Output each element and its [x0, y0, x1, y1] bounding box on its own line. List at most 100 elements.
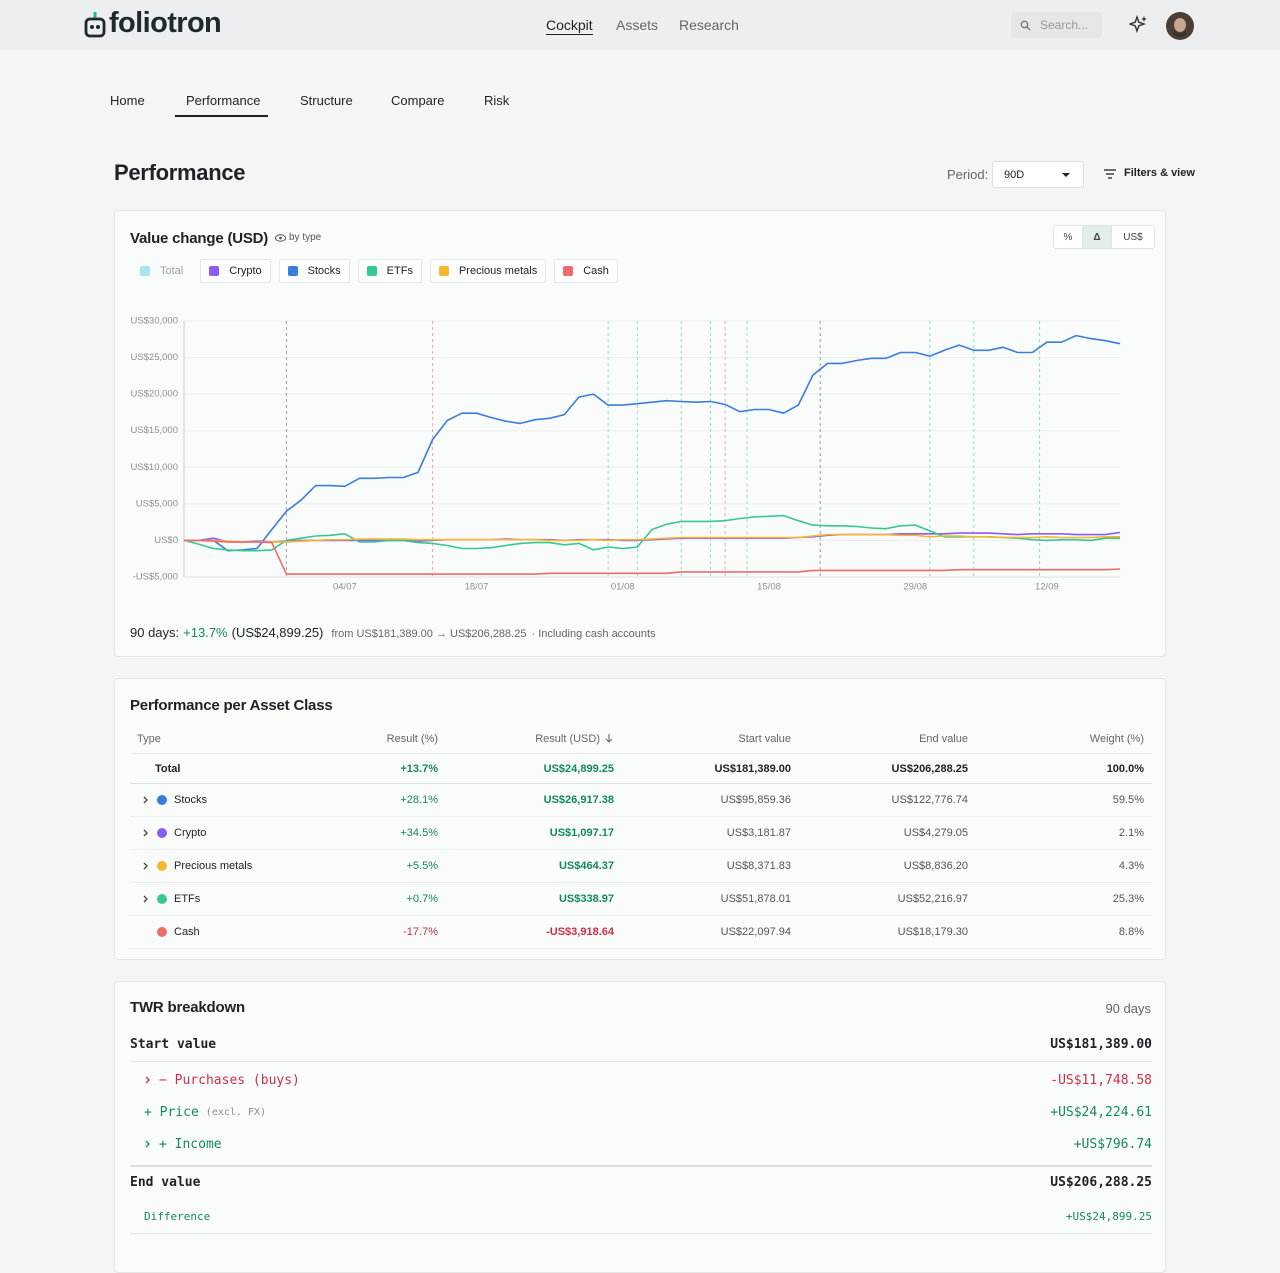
mode-button[interactable]: Δ: [1082, 226, 1111, 248]
table-cell: Precious metals: [130, 849, 330, 883]
expander[interactable]: [141, 795, 157, 805]
cell-value: US$18,179.30: [897, 926, 968, 938]
expander[interactable]: [141, 861, 157, 871]
legend-item[interactable]: ETFs: [357, 259, 422, 283]
twr-item[interactable]: − Purchases (buys) -US$11,748.58: [130, 1070, 1152, 1090]
cell-value: +13.7%: [400, 762, 438, 775]
type-cell: Precious metals: [137, 860, 330, 872]
cell-value: +34.5%: [400, 827, 438, 839]
chevron-line: [143, 862, 148, 870]
summary-range: from US$181,389.00 → US$206,288.25: [331, 628, 527, 640]
cell-value: -17.7%: [403, 926, 438, 938]
mode-button[interactable]: %: [1063, 231, 1073, 243]
column-header: Weight (%): [968, 725, 1152, 754]
asset-row[interactable]: Stocks +28.1% US$26,917.38 US$95,859.36 US$1…: [130, 783, 1152, 817]
twr-item[interactable]: + Income +US$796.74: [130, 1134, 1152, 1154]
legend-item[interactable]: Precious metals: [429, 259, 547, 283]
logo[interactable]: foliotron: [109, 7, 222, 39]
table-cell: 8.8%: [968, 915, 1152, 949]
nav-link[interactable]: Cockpit: [546, 17, 593, 35]
tab[interactable]: Home: [110, 93, 145, 108]
expander[interactable]: [141, 894, 157, 904]
cell-value: 2.1%: [1118, 827, 1144, 839]
cell-value: 8.8%: [1118, 926, 1144, 938]
mode-toggle: % Δ US$: [1053, 225, 1155, 249]
avatar[interactable]: [1166, 12, 1194, 40]
expand-chevron[interactable]: [141, 861, 151, 871]
table-cell: US$8,371.83: [614, 849, 791, 883]
table-cell: US$18,179.30: [791, 915, 968, 949]
expander[interactable]: [141, 828, 157, 838]
table-cell: US$24,899.25: [438, 753, 614, 784]
class-dot: [157, 861, 167, 871]
table-cell: US$4,279.05: [791, 816, 968, 850]
legend-item[interactable]: Cash: [554, 259, 618, 283]
ai-button[interactable]: [1129, 15, 1149, 35]
legend-label: Cash: [583, 265, 609, 277]
cell-value: US$338.97: [558, 893, 614, 905]
tab[interactable]: Structure: [300, 93, 353, 108]
filters-button[interactable]: Filters & view: [1124, 167, 1195, 179]
column-label: Weight (%): [1089, 733, 1144, 745]
legend-item[interactable]: Crypto: [200, 259, 271, 283]
twr-item-value: +US$796.74: [1073, 1136, 1152, 1152]
column-header[interactable]: Result (USD): [438, 725, 614, 754]
twr-item-value: +US$24,224.61: [1050, 1104, 1152, 1120]
tab[interactable]: Compare: [391, 93, 445, 108]
cell-value: US$8,371.83: [726, 860, 791, 872]
type-name: Crypto: [174, 827, 207, 839]
page-body: foliotron Cockpit Assets Research Search…: [84, 7, 1195, 1273]
twr-item-left: + Income: [130, 1137, 222, 1152]
search-box[interactable]: Search...: [1011, 12, 1102, 38]
nav-link[interactable]: Assets: [616, 17, 659, 33]
twr-start-label: Start value: [130, 1036, 217, 1052]
y-tick-label: US$25,000: [130, 352, 178, 363]
logo-icon: [84, 12, 106, 38]
tab[interactable]: Risk: [484, 93, 510, 108]
period-select[interactable]: 90D: [992, 161, 1084, 188]
twr-item-left: − Purchases (buys): [130, 1073, 300, 1088]
y-tick-label: US$5,000: [136, 498, 178, 509]
summary-abs: (US$24,899.25): [231, 625, 324, 640]
expand-chevron[interactable]: [143, 1075, 153, 1085]
view-mode[interactable]: by type: [289, 232, 322, 243]
expand-chevron[interactable]: [141, 795, 151, 805]
table-cell: +13.7%: [330, 753, 438, 784]
asset-row[interactable]: ETFs +0.7% US$338.97 US$51,878.01 US$52,216.…: [130, 882, 1152, 916]
twr-item-label: − Purchases (buys): [159, 1072, 300, 1088]
series-line: [184, 539, 1121, 575]
twr-item-left: + Price (excl. FX): [130, 1105, 266, 1120]
x-tick-label: 15/08: [757, 582, 781, 593]
expand-chevron[interactable]: [141, 828, 151, 838]
legend-item[interactable]: Stocks: [278, 259, 350, 283]
mode-button[interactable]: US$: [1111, 226, 1154, 248]
table-cell: 59.5%: [968, 783, 1152, 817]
expand-chevron[interactable]: [143, 1139, 153, 1149]
table-cell: US$122,776.74: [791, 783, 968, 817]
cell-value: 100.0%: [1106, 762, 1144, 775]
class-dot: [157, 828, 167, 838]
y-tick-label: US$15,000: [130, 425, 178, 436]
column-header: End value: [791, 725, 968, 754]
legend-item[interactable]: Total: [131, 259, 192, 283]
asset-row[interactable]: Crypto +34.5% US$1,097.17 US$3,181.87 US$4,2…: [130, 816, 1152, 850]
tab[interactable]: Performance: [186, 93, 261, 108]
summary-note: · Including cash accounts: [531, 628, 656, 640]
chart-title: Value change (USD): [130, 230, 269, 247]
nav-link[interactable]: Research: [679, 17, 739, 33]
x-tick-label: 12/09: [1035, 582, 1059, 593]
legend: Total Crypto Stocks ETFs Precious metals Cash: [131, 259, 618, 283]
table-cell: 25.3%: [968, 882, 1152, 916]
type-name: ETFs: [174, 893, 201, 905]
column-label: End value: [919, 733, 968, 745]
cell-value: US$122,776.74: [891, 794, 968, 806]
asset-row[interactable]: Precious metals +5.5% US$464.37 US$8,371.83…: [130, 849, 1152, 883]
legend-swatch: [563, 266, 574, 276]
class-dot: [157, 927, 167, 937]
expand-chevron[interactable]: [141, 894, 151, 904]
twr-end-value: US$206,288.25: [1050, 1174, 1152, 1190]
twr-card: TWR breakdown 90 days Start value US$181…: [114, 981, 1166, 1273]
table-cell: Stocks: [130, 783, 330, 817]
class-dot: [157, 795, 167, 805]
twr-item-label: + Price: [144, 1104, 199, 1120]
